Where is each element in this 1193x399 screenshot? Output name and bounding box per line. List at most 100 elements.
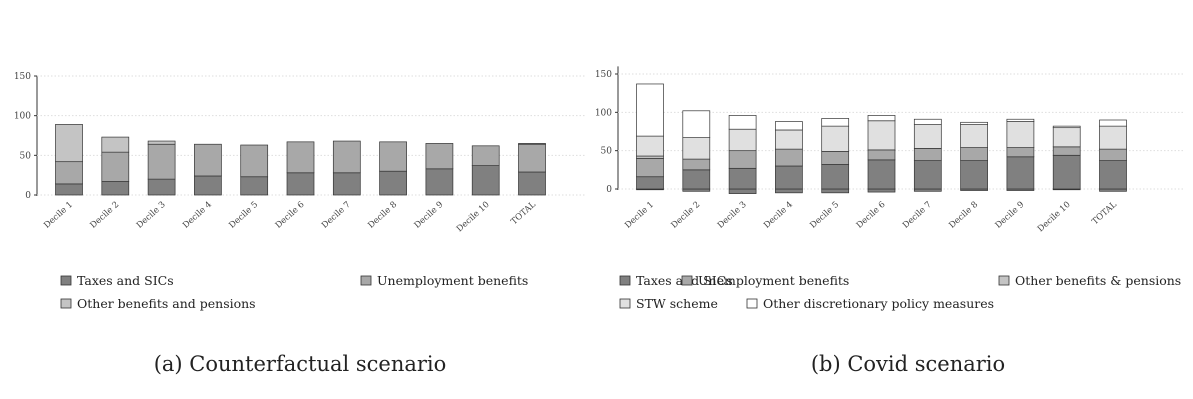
y-tick-label-100: 100 (595, 108, 612, 118)
x-tick-label-decile-9: Decile 9 (413, 200, 446, 231)
bar-unemployment-benefits-decile-7 (913, 148, 942, 161)
bar-unemployment-benefits-decile-2 (682, 158, 711, 171)
bar-taxes-and-sics-decile-3 (728, 167, 757, 190)
chart-covid: 0 50 100 150 Decile 1 Decile 2 Decile 3 Decile … (595, 66, 1185, 311)
bar-taxes-and-sics-total (1099, 160, 1127, 190)
legend-swatch-unemployment-benefits (681, 275, 693, 286)
x-tick-label-decile-2: Decile 2 (88, 200, 121, 231)
bar-other-discretionary-policy-measures-decile-10 (1052, 125, 1081, 129)
bar-unemployment-benefits-decile-8 (960, 147, 988, 161)
x-tick-label-decile-7: Decile 7 (320, 200, 353, 231)
bar-unemployment-benefits-decile-6 (867, 149, 896, 161)
bar-unemployment-benefits-decile-7 (332, 140, 361, 174)
bar-stw-scheme-decile-7 (913, 124, 942, 149)
bar-taxes-and-sics-decile-10 (471, 165, 500, 196)
x-tick-label-decile-10: Decile 10 (455, 200, 492, 235)
bar-stw-scheme-total (1099, 125, 1127, 150)
legend-label-unemployment-benefits: Unemployment benefits (698, 273, 849, 288)
bar-unemployment-benefits-decile-10 (1052, 146, 1081, 156)
bar-stw-scheme-decile-3 (728, 128, 757, 152)
bar-stw-scheme-decile-8 (960, 124, 988, 148)
bar-neg-taxes-and-sics-decile-4 (775, 188, 803, 194)
bar-stw-scheme-decile-9 (1006, 121, 1035, 148)
bar-taxes-and-sics-decile-9 (1006, 156, 1035, 190)
bar-stw-scheme-decile-4 (775, 129, 803, 150)
legend-label-unemployment-benefits: Unemployment benefits (377, 273, 528, 288)
bar-neg-taxes-and-sics-decile-5 (821, 188, 850, 194)
bar-taxes-and-sics-decile-7 (913, 160, 942, 190)
x-tick-label-decile-6: Decile 6 (855, 200, 888, 231)
x-tick-label-decile-4: Decile 4 (181, 200, 214, 231)
x-tick-label-decile-5: Decile 5 (808, 200, 841, 231)
y-tick-label-0: 0 (25, 191, 31, 201)
bar-taxes-and-sics-total (518, 171, 546, 196)
x-tick-label-decile-3: Decile 3 (135, 200, 168, 231)
x-tick-label-total: TOTAL (509, 200, 538, 227)
bar-unemployment-benefits-decile-4 (775, 148, 803, 167)
bar-unemployment-benefits-decile-5 (821, 151, 850, 165)
y-tick-label-0: 0 (606, 185, 612, 195)
bar-unemployment-benefits-decile-2 (101, 151, 130, 182)
legend-swatch-stw-scheme (619, 298, 631, 309)
bar-taxes-and-sics-decile-4 (775, 165, 803, 190)
bar-unemployment-benefits-decile-8 (379, 141, 407, 172)
bar-taxes-and-sics-decile-8 (379, 170, 407, 196)
bar-taxes-and-sics-decile-7 (332, 172, 361, 196)
bar-other-discretionary-policy-measures-decile-4 (775, 121, 803, 131)
bar-taxes-and-sics-decile-5 (821, 164, 850, 190)
legend-swatch-other-benefits-and-pensions (60, 298, 72, 309)
x-tick-label-decile-7: Decile 7 (901, 200, 934, 231)
bar-other-discretionary-policy-measures-decile-9 (1006, 118, 1035, 122)
bar-taxes-and-sics-decile-4 (194, 175, 222, 196)
bar-taxes-and-sics-decile-2 (682, 169, 711, 190)
legend-label-other-benefits-and-pensions: Other benefits and pensions (77, 296, 256, 311)
legend-swatch-taxes-and-sics (60, 275, 72, 286)
bar-taxes-and-sics-decile-1 (636, 176, 664, 190)
bar-unemployment-benefits-decile-3 (147, 143, 176, 180)
bar-other-discretionary-policy-measures-decile-6 (867, 115, 896, 122)
chart-counterfactual: 0 50 100 150 Decile 1 Decile 2 Decile 3 Decile … (14, 72, 585, 311)
bar-taxes-and-sics-decile-6 (286, 172, 315, 196)
panel-covid: 0 50 100 150 Decile 1 Decile 2 Decile 3 Decile … (595, 0, 1193, 399)
bar-other-benefits-and-pensions-total (518, 143, 546, 145)
bar-stw-scheme-decile-2 (682, 137, 711, 160)
bar-stw-scheme-decile-5 (821, 125, 850, 152)
x-tick-label-decile-8: Decile 8 (947, 200, 980, 231)
bar-other-benefits-and-pensions-decile-2 (101, 136, 130, 153)
bar-unemployment-benefits-decile-10 (471, 145, 500, 166)
y-tick-label-150: 150 (595, 70, 612, 80)
bar-neg-taxes-and-sics-decile-6 (867, 188, 896, 193)
x-tick-label-decile-6: Decile 6 (274, 200, 307, 231)
bar-neg-taxes-and-sics-decile-3 (728, 188, 757, 194)
bar-stw-scheme-decile-1 (636, 135, 664, 157)
bar-unemployment-benefits-total (518, 143, 546, 173)
bar-taxes-and-sics-decile-5 (240, 176, 269, 196)
bar-taxes-and-sics-decile-9 (425, 168, 454, 196)
bar-other-discretionary-policy-measures-decile-7 (913, 118, 942, 125)
x-tick-label-decile-1: Decile 1 (42, 200, 75, 231)
y-tick-label-50: 50 (601, 147, 613, 157)
bar-other-discretionary-policy-measures-decile-8 (960, 121, 988, 125)
bar-stw-scheme-decile-6 (867, 120, 896, 151)
bar-taxes-and-sics-decile-6 (867, 159, 896, 190)
x-tick-label-decile-9: Decile 9 (994, 200, 1027, 231)
bar-other-discretionary-policy-measures-decile-1 (636, 83, 664, 137)
bar-other-discretionary-policy-measures-total (1099, 119, 1127, 127)
x-tick-label-decile-2: Decile 2 (669, 200, 702, 231)
y-tick-label-150: 150 (14, 72, 31, 82)
legend-swatch-unemployment-benefits (360, 275, 372, 286)
bar-taxes-and-sics-decile-8 (960, 160, 988, 190)
bar-unemployment-benefits-decile-4 (194, 143, 222, 177)
bar-unemployment-benefits-decile-1 (55, 161, 83, 185)
x-tick-label-decile-8: Decile 8 (366, 200, 399, 231)
bar-taxes-and-sics-decile-2 (101, 181, 130, 196)
bar-taxes-and-sics-decile-10 (1052, 154, 1081, 190)
y-tick-label-50: 50 (20, 151, 32, 161)
bar-taxes-and-sics-decile-3 (147, 178, 176, 196)
bar-other-benefits-and-pensions-decile-3 (147, 140, 176, 145)
bar-other-benefits-and-pensions-decile-1 (55, 124, 83, 163)
bar-unemployment-benefits-decile-9 (1006, 147, 1035, 158)
legend-label-other-discretionary-policy-measures: Other discretionary policy measures (763, 296, 994, 311)
legend-swatch-other-benefits-pensions (998, 275, 1010, 286)
panel-counterfactual: 0 50 100 150 Decile 1 Decile 2 Decile 3 Decile … (0, 0, 596, 399)
